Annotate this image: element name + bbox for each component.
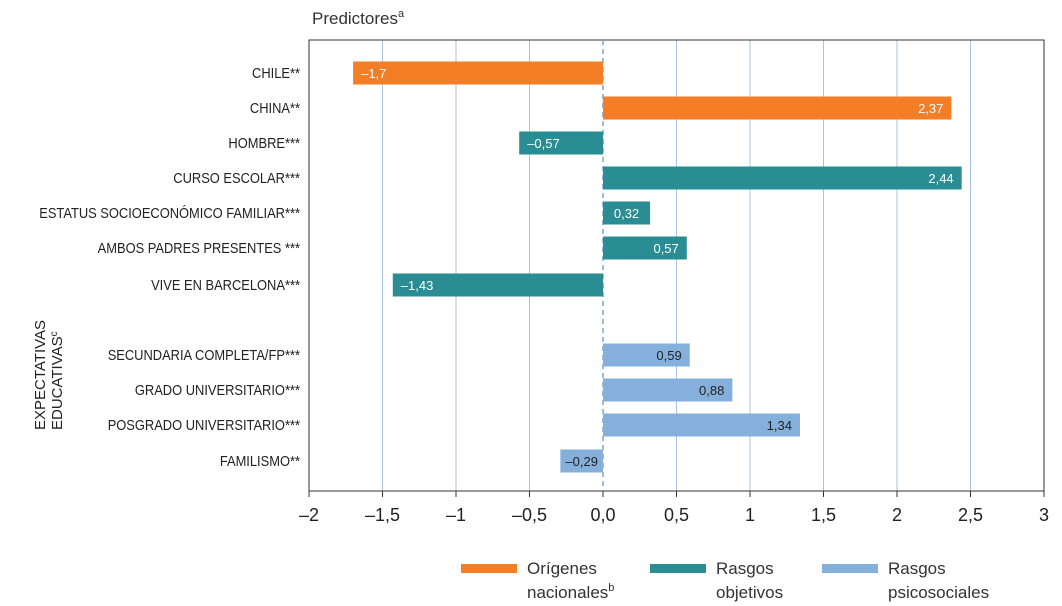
bar	[560, 449, 603, 473]
chart-title: Predictoresa	[312, 8, 405, 28]
category-label: CHILE**	[252, 64, 300, 81]
bar	[603, 413, 800, 437]
legend: Orígenes nacionalesb Rasgos objetivos Rasgos…	[461, 559, 989, 602]
legend-swatch	[461, 564, 517, 573]
x-tick-label: 3	[1039, 505, 1049, 525]
data-label: 2,37	[918, 101, 943, 116]
bar	[603, 378, 733, 402]
chart-title-superscript: a	[398, 8, 405, 20]
x-tick-label: 2,5	[958, 505, 983, 525]
category-label: CURSO ESCOLAR***	[173, 169, 300, 186]
category-label: CHINA**	[250, 99, 301, 116]
category-labels: CHILE** CHINA** HOMBRE*** CURSO ESCOLAR*** E…	[39, 64, 300, 469]
x-tick-label: 2	[892, 505, 902, 525]
category-label: HOMBRE***	[228, 134, 300, 151]
bar	[392, 273, 603, 297]
legend-swatch	[822, 564, 878, 573]
x-tick-label: 0,5	[664, 505, 689, 525]
x-tick-label: 1	[745, 505, 755, 525]
data-label: –1,7	[361, 66, 386, 81]
data-label: –0,57	[527, 136, 560, 151]
data-label: 2,44	[928, 171, 953, 186]
category-label: SECUNDARIA COMPLETA/FP***	[108, 346, 301, 363]
x-axis-ticks: –2 –1,5 –1 –0,5 0,0 0,5 1 1,5 2 2,5 3	[299, 491, 1049, 525]
bar	[353, 61, 603, 85]
data-label: –1,43	[401, 278, 434, 293]
x-tick-label: 1,5	[811, 505, 836, 525]
bars: –1,7 2,37 –0,57 2,44 0,32 0,57 –1,43 0,59 0,88 1,…	[353, 61, 962, 473]
group-label: EXPECTATIVAS EDUCATIVASc	[32, 316, 66, 430]
legend-superscript: b	[608, 582, 614, 594]
x-tick-label: –0,5	[512, 505, 547, 525]
legend-label-line1: Orígenes	[527, 559, 597, 578]
bar	[603, 166, 962, 190]
x-tick-label: –2	[299, 505, 319, 525]
data-label: –0,29	[565, 454, 598, 469]
bar	[519, 131, 603, 155]
chart-title-text: Predictores	[312, 9, 398, 28]
bar	[603, 343, 690, 367]
legend-label-line1: Rasgos	[716, 559, 774, 578]
category-label: POSGRADO UNIVERSITARIO***	[108, 416, 301, 433]
legend-swatch	[650, 564, 706, 573]
x-tick-label: –1,5	[365, 505, 400, 525]
category-label: AMBOS PADRES PRESENTES ***	[98, 239, 301, 256]
data-label: 0,57	[653, 241, 678, 256]
group-label-line1: EXPECTATIVAS	[32, 320, 49, 430]
category-label: VIVE EN BARCELONA***	[151, 276, 300, 293]
data-label: 0,88	[699, 383, 724, 398]
group-label-superscript: c	[49, 331, 60, 336]
bar	[603, 96, 952, 120]
group-label-line2: EDUCATIVASc	[49, 331, 66, 430]
legend-label-line2: objetivos	[716, 583, 783, 602]
legend-label-line1: Rasgos	[888, 559, 946, 578]
bar	[603, 236, 687, 260]
bar	[603, 201, 651, 225]
data-label: 1,34	[767, 418, 792, 433]
group-label-line2-text: EDUCATIVAS	[49, 336, 66, 430]
legend-label-line2: psicosociales	[888, 583, 989, 602]
category-label: FAMILISMO**	[220, 452, 301, 469]
data-label: 0,32	[614, 206, 639, 221]
data-label: 0,59	[656, 348, 681, 363]
x-tick-label: 0,0	[590, 505, 615, 525]
category-label: ESTATUS SOCIOECONÓMICO FAMILIAR***	[39, 204, 300, 221]
category-label: GRADO UNIVERSITARIO***	[135, 381, 301, 398]
x-tick-label: –1	[446, 505, 466, 525]
legend-label-line2: nacionalesb	[527, 582, 614, 602]
